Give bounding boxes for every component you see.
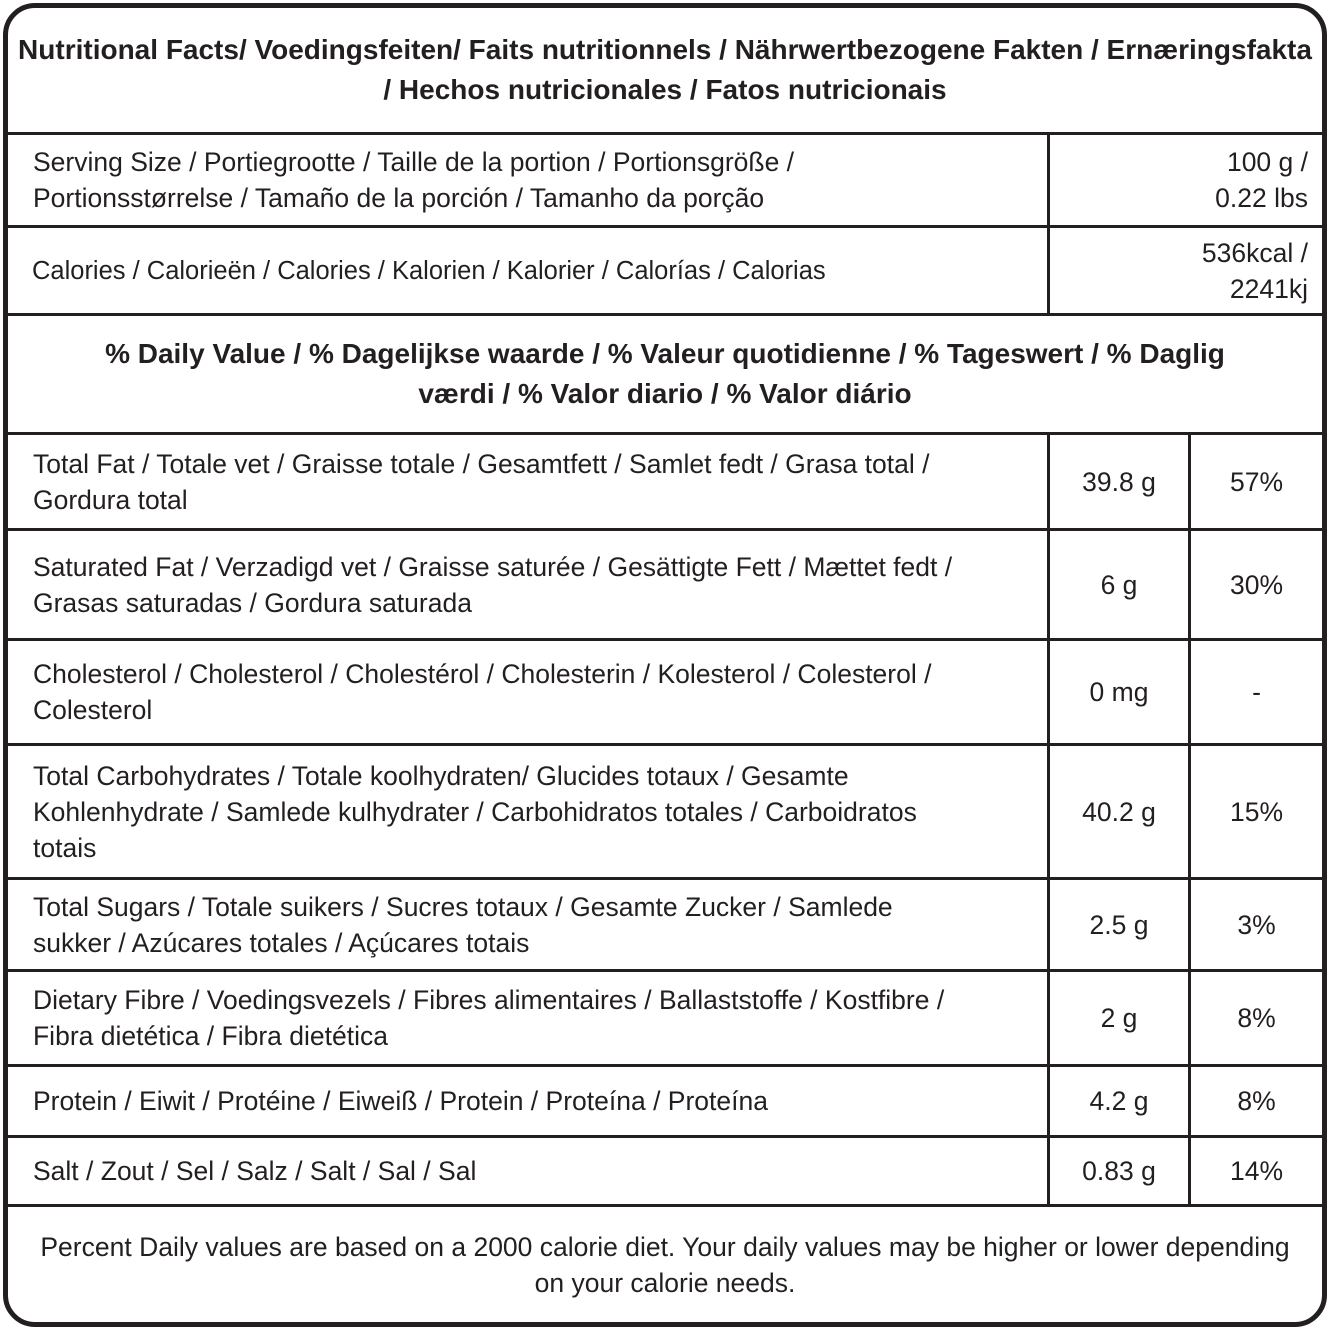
nutrient-row: Total Sugars / Totale suikers / Sucres t… xyxy=(8,880,1322,972)
nutrient-row: Total Fat / Totale vet / Graisse totale … xyxy=(8,435,1322,531)
nutrient-row: Dietary Fibre / Voedingsvezels / Fibres … xyxy=(8,972,1322,1067)
nutrition-label: Nutritional Facts/ Voedingsfeiten/ Faits… xyxy=(3,3,1327,1327)
nutrient-amount: 40.2 g xyxy=(1047,746,1188,877)
nutrient-daily-value: 15% xyxy=(1188,746,1322,877)
nutrient-label: Saturated Fat / Verzadigd vet / Graisse … xyxy=(33,551,953,618)
nutrient-daily-value: 30% xyxy=(1188,531,1322,638)
nutrient-amount: 2.5 g xyxy=(1047,880,1188,969)
nutrient-label: Protein / Eiwit / Protéine / Eiweiß / Pr… xyxy=(33,1086,768,1116)
calories-value: 536kcal / 2241kj xyxy=(1047,228,1322,313)
nutrient-row: Saturated Fat / Verzadigd vet / Graisse … xyxy=(8,531,1322,641)
title-text: Nutritional Facts/ Voedingsfeiten/ Faits… xyxy=(18,34,1312,105)
footnote: Percent Daily values are based on a 2000… xyxy=(40,1231,1290,1298)
nutrient-amount: 0.83 g xyxy=(1047,1138,1188,1204)
calories-label: Calories / Calorieën / Calories / Kalori… xyxy=(32,256,826,285)
nutrient-daily-value: 14% xyxy=(1188,1138,1322,1204)
serving-value: 100 g / 0.22 lbs xyxy=(1047,135,1322,225)
nutrient-label: Total Fat / Totale vet / Graisse totale … xyxy=(33,448,930,515)
nutrient-label: Dietary Fibre / Voedingsvezels / Fibres … xyxy=(33,985,945,1051)
nutrient-amount: 4.2 g xyxy=(1047,1067,1188,1135)
nutrient-daily-value: - xyxy=(1188,641,1322,743)
nutrient-label: Salt / Zout / Sel / Salz / Salt / Sal / … xyxy=(33,1156,477,1186)
nutrient-row: Total Carbohydrates / Totale koolhydrate… xyxy=(8,746,1322,880)
nutrient-daily-value: 57% xyxy=(1188,435,1322,528)
nutrient-amount: 0 mg xyxy=(1047,641,1188,743)
nutrient-daily-value: 3% xyxy=(1188,880,1322,969)
nutrient-amount: 6 g xyxy=(1047,531,1188,638)
nutrient-label: Total Sugars / Totale suikers / Sucres t… xyxy=(33,891,893,958)
nutrient-row: Salt / Zout / Sel / Salz / Salt / Sal / … xyxy=(8,1138,1322,1207)
nutrient-amount: 2 g xyxy=(1047,972,1188,1064)
label-title: Nutritional Facts/ Voedingsfeiten/ Faits… xyxy=(8,8,1322,135)
daily-value-text: % Daily Value / % Dagelijkse waarde / % … xyxy=(105,338,1225,409)
nutrient-row: Cholesterol / Cholesterol / Cholestérol … xyxy=(8,641,1322,746)
nutrient-daily-value: 8% xyxy=(1188,972,1322,1064)
nutrient-label: Cholesterol / Cholesterol / Cholestérol … xyxy=(33,659,932,725)
nutrient-label: Total Carbohydrates / Totale koolhydrate… xyxy=(33,760,917,863)
nutrient-row: Protein / Eiwit / Protéine / Eiweiß / Pr… xyxy=(8,1067,1322,1138)
serving-row: Serving Size / Portiegrootte / Taille de… xyxy=(8,135,1322,228)
nutrient-daily-value: 8% xyxy=(1188,1067,1322,1135)
calories-row: Calories / Calorieën / Calories / Kalori… xyxy=(8,228,1322,316)
daily-value-header: % Daily Value / % Dagelijkse waarde / % … xyxy=(8,316,1322,435)
serving-label: Serving Size / Portiegrootte / Taille de… xyxy=(33,147,795,213)
nutrient-amount: 39.8 g xyxy=(1047,435,1188,528)
